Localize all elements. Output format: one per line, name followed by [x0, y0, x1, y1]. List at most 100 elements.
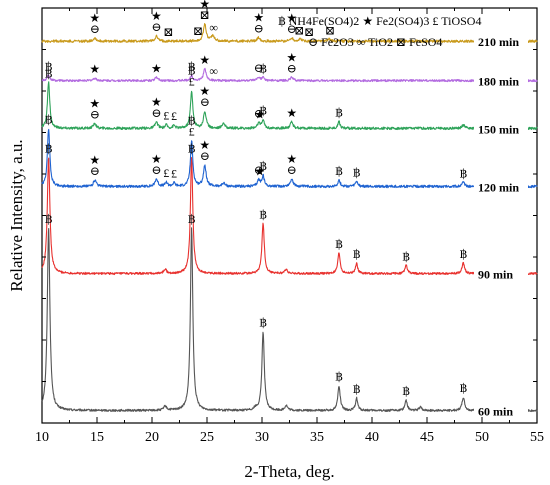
legend-symbol: £ [429, 14, 441, 28]
legend-label: TiOSO4 [441, 14, 481, 28]
phase-marker: ฿ [188, 113, 196, 127]
x-tick-label: 45 [420, 430, 434, 445]
phase-marker: ⊖ [151, 106, 161, 120]
x-tick-label: 50 [475, 430, 489, 445]
legend-symbol: ฿ [278, 14, 289, 28]
series-line-180-min [41, 67, 538, 83]
phase-marker: ฿ [353, 165, 361, 179]
phase-marker: ★ [286, 50, 297, 64]
series-line-90-min [41, 156, 538, 276]
phase-marker: ฿ [45, 60, 53, 74]
x-tick-label: 10 [35, 430, 49, 445]
phase-marker: £ [163, 109, 169, 123]
phase-marker: ⊖ [287, 22, 297, 36]
legend-row: ฿ NH4Fe(SO4)2 ★ Fe2(SO4)3 £ TiOSO4 [278, 14, 481, 28]
series-traces [41, 22, 538, 413]
phase-marker: ★ [199, 84, 210, 98]
phase-marker: ⊖ [287, 61, 297, 75]
phase-marker: ⊖ [200, 95, 210, 109]
sample-label-60-min: 60 min [474, 403, 528, 420]
phase-marker: ฿ [259, 159, 267, 173]
series-line-60-min [41, 227, 538, 413]
x-tick-label: 15 [90, 430, 104, 445]
phase-marker: ★ [253, 10, 264, 24]
series-line-150-min [41, 81, 538, 131]
x-tick-label: 40 [365, 430, 379, 445]
phase-marker: ★ [89, 96, 100, 110]
phase-marker: ฿ [45, 112, 53, 126]
phase-marker: ฿ [335, 237, 343, 251]
phase-marker: ⊠ [304, 25, 314, 39]
phase-marker: ⊖ [200, 149, 210, 163]
phase-marker: ★ [199, 138, 210, 152]
phase-marker: ฿ [459, 381, 467, 395]
legend-label: Fe2(SO4)3 [376, 14, 429, 28]
x-axis-ticks: 10 15 20 25 30 35 40 45 50 55 [35, 8, 544, 445]
phase-marker: ⊠ [200, 8, 210, 22]
sample-label-bg [474, 179, 528, 196]
phase-marker: ∞ [209, 21, 218, 35]
phase-marker: ★ [286, 11, 297, 25]
phase-marker: ฿ [45, 67, 53, 81]
sample-label-text: 180 min [478, 75, 519, 89]
phase-marker: ฿ [45, 212, 53, 226]
legend-symbol: ⊖ [308, 35, 321, 49]
phase-marker: ฿ [335, 106, 343, 120]
legend-label: Fe2O3 [321, 35, 354, 49]
phase-marker: ฿ [459, 166, 467, 180]
legend: ฿ NH4Fe(SO4)2 ★ Fe2(SO4)3 £ TiOSO4⊖ Fe2O… [278, 14, 481, 49]
phase-marker: ฿ [459, 247, 467, 261]
phase-marker: ฿ [188, 141, 196, 155]
phase-marker: ⊖ [254, 163, 264, 177]
sample-label-text: 90 min [478, 268, 513, 282]
sample-label-bg [474, 403, 528, 420]
phase-marker: ฿ [353, 382, 361, 396]
phase-marker: ★ [151, 95, 162, 109]
phase-marker: ★ [199, 53, 210, 67]
phase-marker: ★ [89, 11, 100, 25]
phase-marker: £ [171, 109, 177, 123]
sample-label-bg [474, 73, 528, 90]
phase-marker: ⊖ [151, 163, 161, 177]
phase-marker: ⊖ [287, 163, 297, 177]
phase-marker: ★ [151, 152, 162, 166]
legend-label: NH4Fe(SO4)2 [289, 14, 360, 28]
phase-marker: ★ [89, 62, 100, 76]
phase-marker: ฿ [402, 249, 410, 263]
x-tick-label: 35 [310, 430, 324, 445]
phase-marker: ⊠ [294, 24, 304, 38]
sample-label-90-min: 90 min [474, 266, 528, 283]
sample-labels: 60 min 90 min 120 min 150 min 180 min 210 min [474, 34, 528, 420]
phase-marker: ฿ [259, 208, 267, 222]
phase-marker: ฿ [353, 247, 361, 261]
phase-markers: ฿฿฿฿฿฿฿฿ ฿฿฿฿฿฿฿⊖★⊖★£ ££฿⊖★⊖฿★ ⊖★฿฿฿฿⊖★⊖★£ £… [45, 0, 468, 398]
sample-label-120-min: 120 min [474, 179, 528, 196]
sample-label-180-min: 180 min [474, 73, 528, 90]
phase-marker: ⊖ [151, 20, 161, 34]
x-tick-label: 20 [145, 430, 159, 445]
sample-label-text: 120 min [478, 180, 519, 194]
phase-marker: ★ [286, 106, 297, 120]
phase-marker: ฿ [335, 370, 343, 384]
phase-marker: ⊖ [254, 61, 264, 75]
sample-label-210-min: 210 min [474, 34, 528, 51]
phase-marker: ⊠ [163, 25, 173, 39]
phase-marker: ★ [151, 61, 162, 75]
y-axis-title: Relative Intensity, a.u. [7, 139, 26, 291]
phase-marker: ฿ [259, 315, 267, 329]
series-line-210-min [41, 22, 538, 43]
sample-label-text: 210 min [478, 35, 519, 49]
sample-label-150-min: 150 min [474, 121, 528, 138]
phase-marker: £ [171, 167, 177, 181]
phase-marker: ⊠ [193, 24, 203, 38]
phase-marker: £ [189, 75, 195, 89]
legend-label: FeSO4 [409, 35, 442, 49]
phase-marker: ฿ [402, 384, 410, 398]
phase-marker: ★ [254, 164, 265, 178]
sample-label-bg [474, 34, 528, 51]
sample-label-bg [474, 266, 528, 283]
phase-marker: ∞ [209, 64, 218, 78]
series-line-120-min [41, 128, 538, 189]
phase-marker: ฿ [335, 164, 343, 178]
